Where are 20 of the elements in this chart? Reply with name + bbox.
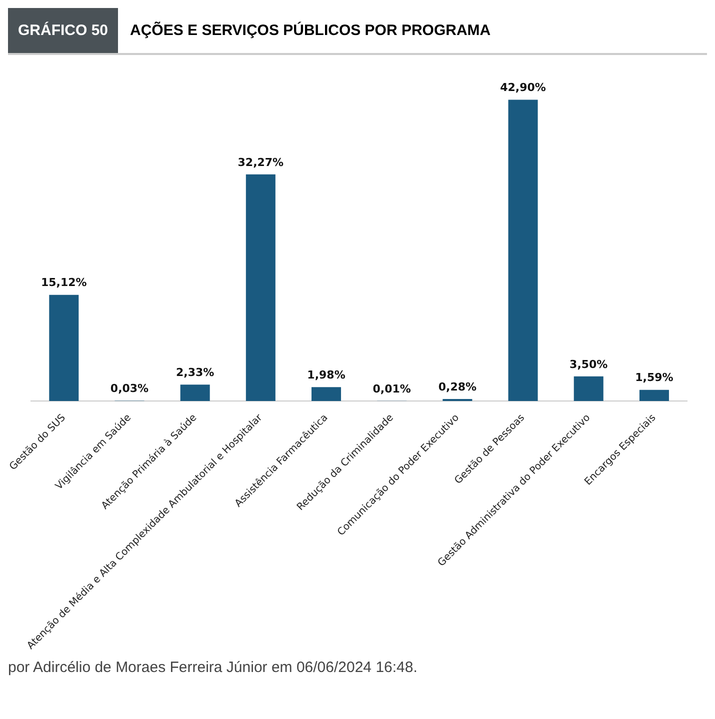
bar xyxy=(246,174,276,401)
bar xyxy=(49,294,79,401)
bar xyxy=(574,376,604,401)
data-label: 15,12% xyxy=(40,276,87,290)
data-label: 0,01% xyxy=(372,382,411,396)
data-label: 32,27% xyxy=(238,156,284,169)
chart-title: AÇÕES E SERVIÇOS PÚBLICOS POR PROGRAMA xyxy=(129,20,492,41)
bar xyxy=(312,387,342,401)
chart-subtitle: GRÁFICO 50 xyxy=(8,8,118,53)
data-label: 2,33% xyxy=(176,366,214,379)
data-label: 3,50% xyxy=(570,358,608,371)
data-label: 1,98% xyxy=(307,368,346,382)
bar xyxy=(508,100,538,401)
bar xyxy=(180,384,210,401)
data-label: 42,90% xyxy=(500,81,546,94)
bar xyxy=(639,390,669,401)
data-label: 0,28% xyxy=(438,380,477,394)
text: por Adircélio de Moraes Ferreira Júnior em 06/06/2024 16:48. xyxy=(8,659,418,676)
data-label: 0,03% xyxy=(110,382,149,396)
data-label: 1,59% xyxy=(635,371,674,384)
